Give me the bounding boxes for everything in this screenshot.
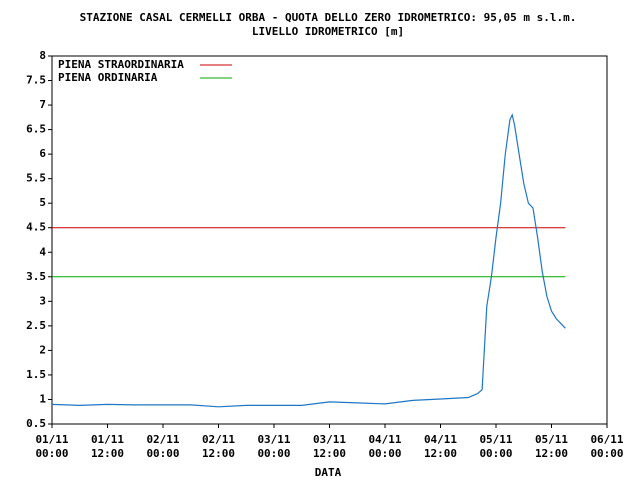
y-tick-label: 6 [39, 147, 46, 160]
x-tick-label: 00:00 [479, 447, 512, 460]
x-tick-label: 12:00 [535, 447, 568, 460]
data-line [51, 113, 566, 408]
x-tick-label: 02/11 [202, 433, 235, 446]
x-tick-label: 05/11 [535, 433, 568, 446]
x-tick-label: 12:00 [91, 447, 124, 460]
y-tick-label: 3 [39, 294, 46, 307]
x-tick-label: 04/11 [424, 433, 457, 446]
x-tick-label: 12:00 [202, 447, 235, 460]
x-tick-label: 06/11 [590, 433, 623, 446]
x-tick-label: 01/11 [91, 433, 124, 446]
y-tick-label: 8 [39, 49, 46, 62]
y-tick-label: 6.5 [26, 123, 46, 136]
x-tick-label: 05/11 [479, 433, 512, 446]
x-axis-label: DATA [315, 466, 342, 479]
y-tick-label: 4 [39, 245, 46, 258]
chart-subtitle: LIVELLO IDROMETRICO [m] [252, 25, 404, 38]
y-tick-label: 3.5 [26, 270, 46, 283]
legend-label: PIENA ORDINARIA [58, 71, 158, 84]
y-tick-label: 7.5 [26, 74, 46, 87]
x-tick-label: 00:00 [257, 447, 290, 460]
x-tick-label: 04/11 [368, 433, 401, 446]
x-tick-label: 00:00 [146, 447, 179, 460]
x-tick-label: 01/11 [35, 433, 68, 446]
x-tick-label: 00:00 [590, 447, 623, 460]
x-tick-label: 03/11 [257, 433, 290, 446]
y-tick-label: 4.5 [26, 221, 46, 234]
y-tick-label: 7 [39, 98, 46, 111]
y-tick-label: 0.5 [26, 417, 46, 430]
x-tick-label: 02/11 [146, 433, 179, 446]
y-tick-label: 1.5 [26, 368, 46, 381]
legend-label: PIENA STRAORDINARIA [58, 58, 184, 71]
y-tick-label: 2.5 [26, 319, 46, 332]
y-tick-label: 5.5 [26, 172, 46, 185]
y-tick-label: 1 [39, 392, 46, 405]
y-tick-label: 5 [39, 196, 46, 209]
x-tick-label: 12:00 [313, 447, 346, 460]
x-tick-label: 00:00 [35, 447, 68, 460]
x-tick-label: 00:00 [368, 447, 401, 460]
x-tick-label: 03/11 [313, 433, 346, 446]
chart-title: STAZIONE CASAL CERMELLI ORBA - QUOTA DEL… [80, 11, 577, 24]
x-tick-label: 12:00 [424, 447, 457, 460]
y-tick-label: 2 [39, 343, 46, 356]
